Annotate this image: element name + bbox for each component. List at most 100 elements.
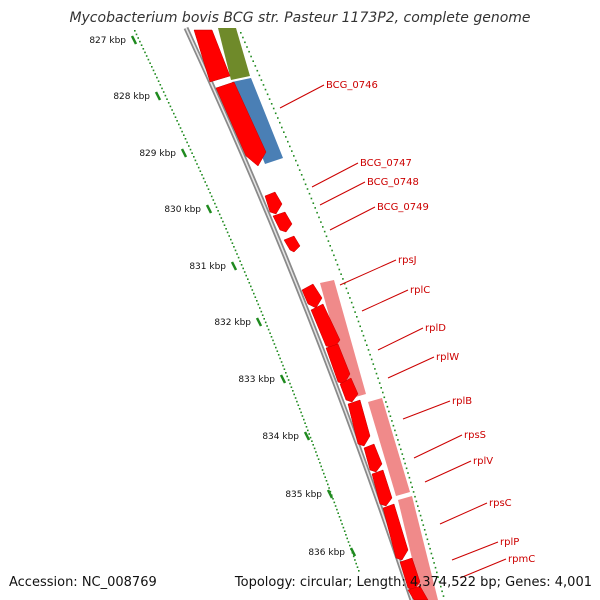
track-dot	[437, 576, 439, 578]
scale-tick	[230, 261, 238, 271]
gene-leader-line	[339, 259, 397, 286]
gene-arrow-0745	[193, 29, 231, 83]
scale-tick-label: 833 kbp	[238, 375, 275, 385]
track-dot	[380, 387, 382, 389]
scale-tick-label: 828 kbp	[113, 92, 150, 102]
gene-leader-line	[424, 460, 472, 483]
track-dot	[266, 93, 269, 96]
scale-dot	[151, 66, 153, 68]
scale-dot	[242, 267, 244, 270]
track-dot	[287, 140, 289, 143]
scale-dot	[212, 199, 215, 201]
track-dot	[354, 311, 356, 313]
scale-dots	[134, 30, 360, 572]
scale-dot	[226, 231, 229, 234]
scale-tick-label: 830 kbp	[164, 205, 201, 215]
track-dot	[415, 500, 418, 503]
gene-arrows	[193, 29, 429, 600]
operon-block-2	[368, 398, 410, 496]
track-dot	[325, 235, 328, 238]
track-dot	[370, 358, 373, 361]
scale-dot	[304, 422, 306, 424]
scale-dot	[169, 105, 172, 108]
scale-dot	[340, 519, 342, 522]
track-dot	[429, 547, 431, 550]
scale-dot	[196, 163, 198, 165]
scale-dot	[275, 346, 277, 349]
scale-dot	[343, 530, 346, 532]
scale-dot	[140, 44, 143, 46]
scale-tick	[279, 374, 287, 384]
scale-dot	[273, 343, 276, 345]
scale-dot	[280, 361, 283, 363]
scale-dot	[264, 321, 267, 324]
track-dot	[405, 467, 408, 470]
scale-dot	[342, 526, 345, 529]
track-dot	[270, 103, 273, 105]
scale-tick-label: 831 kbp	[189, 262, 226, 272]
gene-leader-line	[402, 400, 451, 420]
scale-dot	[220, 217, 223, 219]
topology-text: Topology: circular; Length: 4,374,522 bp…	[234, 575, 592, 590]
track-dot	[395, 434, 398, 436]
track-dot	[283, 131, 285, 133]
track-dot	[425, 533, 427, 536]
scale-dot	[174, 116, 177, 118]
track-dot	[422, 524, 425, 526]
feature-blue	[232, 78, 283, 164]
scale-dot	[283, 368, 286, 370]
track-dot	[318, 216, 320, 219]
gene-labels: BCG_0746 BCG_0747 BCG_0748 BCG_0749 rpsJ rplC…	[279, 80, 535, 579]
scale-dot	[154, 73, 156, 75]
track-dot	[357, 320, 360, 323]
scale-dot	[321, 469, 324, 471]
scale-dot	[290, 386, 293, 388]
scale-dot	[312, 444, 314, 446]
accession-text: Accession: NC_008769	[9, 575, 157, 590]
operon-block-1	[320, 280, 366, 398]
scale-dot	[289, 382, 291, 385]
scale-dot	[236, 253, 238, 255]
scale-dot	[293, 393, 295, 396]
track-dot	[264, 88, 267, 91]
track-dot	[391, 420, 393, 422]
track-dot	[366, 344, 368, 346]
track-dot	[246, 46, 248, 48]
gene-label: BCG_0746	[326, 80, 378, 91]
scale-tick-label: 832 kbp	[214, 318, 251, 328]
gene-arrow-0747	[264, 191, 283, 215]
scale-dot	[145, 55, 148, 57]
scale-dot	[256, 300, 258, 302]
scale-dot	[319, 462, 321, 464]
track-dot	[402, 458, 405, 460]
scale-dot	[167, 102, 170, 104]
scale-dot	[276, 350, 279, 352]
track-dot	[293, 155, 295, 157]
scale-dot	[199, 170, 202, 172]
scale-dot	[149, 62, 151, 64]
track-dot	[392, 424, 395, 427]
scale-dot	[266, 325, 268, 327]
track-dot	[260, 79, 263, 81]
track-dot	[308, 192, 311, 195]
scale-dot	[345, 534, 347, 536]
track-dot	[400, 448, 402, 451]
track-dot	[297, 164, 299, 167]
scale-dot	[237, 256, 240, 259]
scale-dot	[217, 210, 219, 212]
scale-dot	[261, 314, 264, 316]
scale-dot	[186, 141, 188, 144]
track-dot	[385, 401, 387, 403]
scale-dot	[259, 307, 261, 309]
scale-dot	[194, 159, 197, 162]
scale-dot	[201, 174, 203, 176]
gene-label: rpsJ	[398, 255, 417, 266]
scale-dot	[332, 498, 334, 500]
track-dot	[411, 486, 413, 488]
track-dot	[281, 126, 283, 129]
scale-dot	[337, 512, 339, 514]
track-dot	[378, 382, 381, 384]
scale-dot	[161, 87, 163, 90]
gene-arrow-rplW	[339, 377, 359, 403]
track-dot	[349, 297, 351, 299]
